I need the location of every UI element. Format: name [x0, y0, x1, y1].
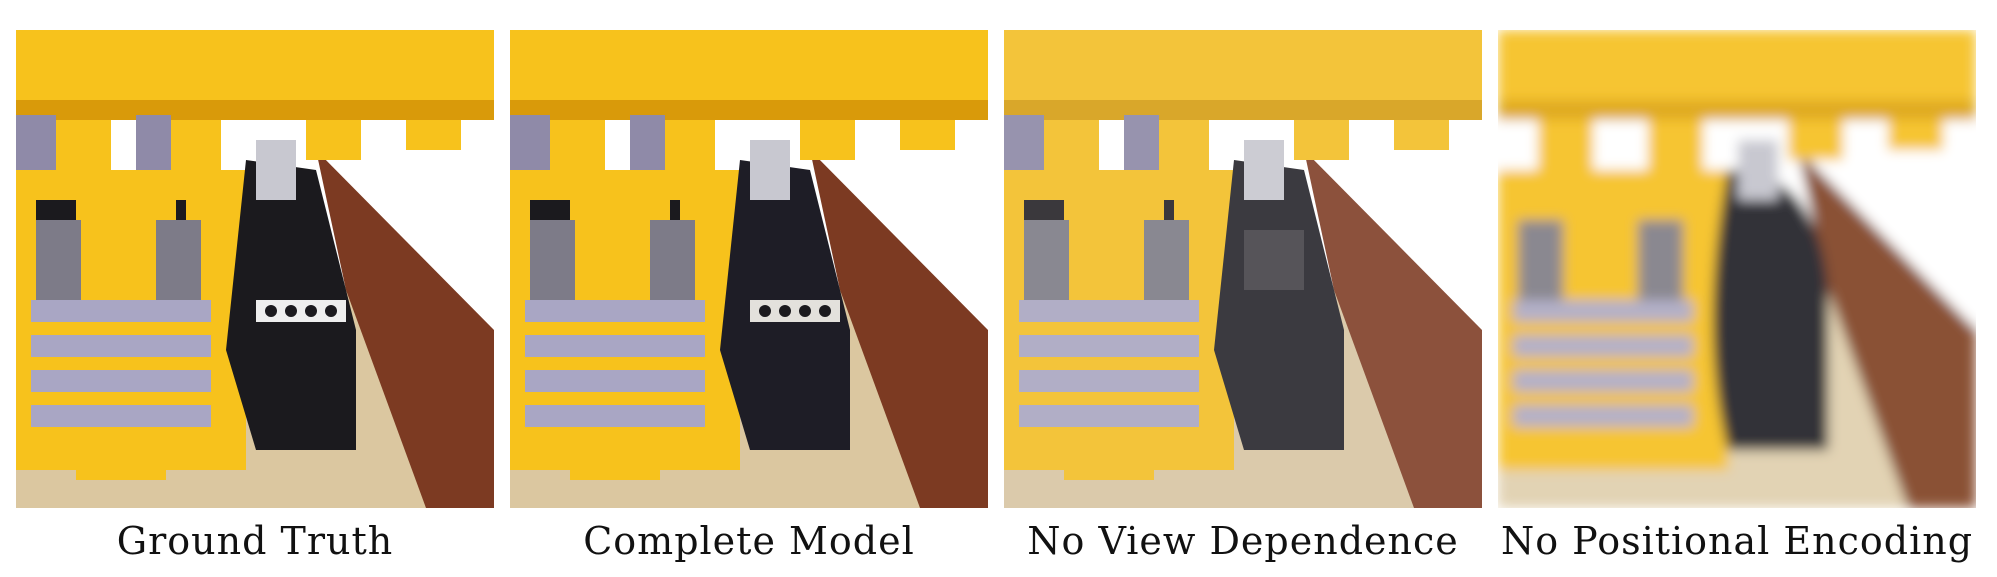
- lego-render-no-view-dependence: [1004, 30, 1482, 508]
- panel-no-view-dependence: [1004, 30, 1482, 508]
- lego-scene: [16, 30, 494, 508]
- caption-ground-truth: Ground Truth: [116, 519, 394, 563]
- caption-no-view-dependence: No View Dependence: [1027, 519, 1459, 563]
- lego-render-no-positional-encoding: [1498, 30, 1976, 508]
- lego-render-complete-model: [510, 30, 988, 508]
- panel-complete-model: [510, 30, 988, 508]
- lego-scene: [1004, 30, 1482, 508]
- lego-render-ground-truth: [16, 30, 494, 508]
- panel-no-positional-encoding: [1498, 30, 1976, 508]
- lego-scene: [510, 30, 988, 508]
- panel-ground-truth: [16, 30, 494, 508]
- caption-no-positional-encoding: No Positional Encoding: [1500, 519, 1974, 563]
- lego-scene: [1498, 30, 1976, 508]
- caption-complete-model: Complete Model: [583, 519, 915, 563]
